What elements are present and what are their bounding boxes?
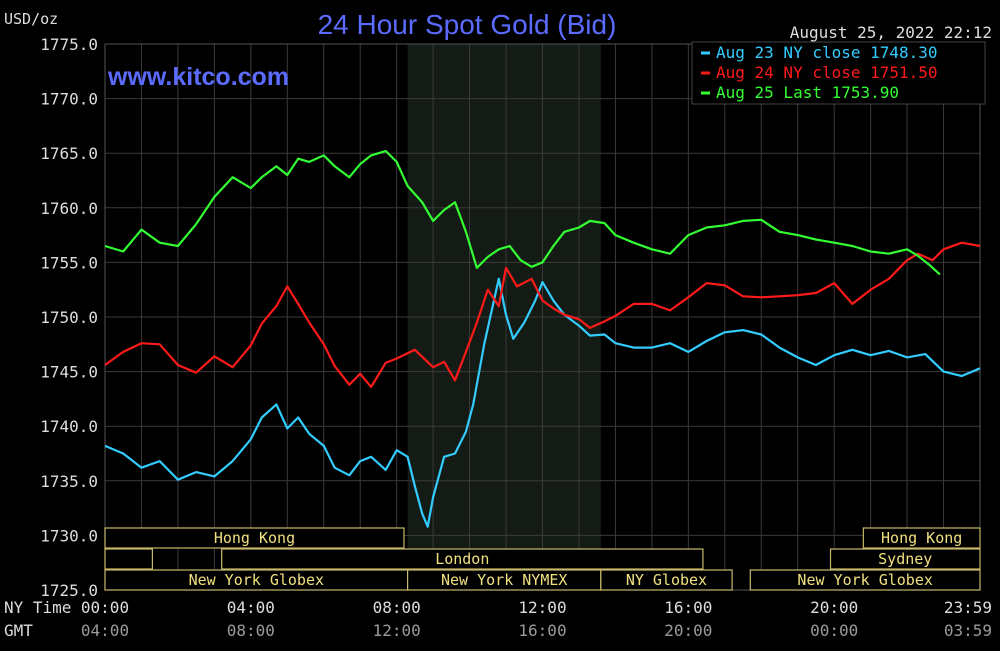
y-tick-label: 1745.0 <box>40 363 98 382</box>
session-bands: Hong Kong Hong Kong London Sydney New York G… <box>104 527 981 591</box>
x-tick-label: 16:00 <box>664 598 712 617</box>
x-tick-label: 08:00 <box>373 598 421 617</box>
y-tick-label: 1775.0 <box>40 35 98 54</box>
x-tick-label: 20:00 <box>810 598 858 617</box>
chart-datetime: August 25, 2022 22:12 <box>790 23 992 42</box>
legend-entry: Aug 24 NY close 1751.50 <box>716 63 938 82</box>
x-tick-label: 12:00 <box>518 598 566 617</box>
y-tick-label: 1740.0 <box>40 417 98 436</box>
y-tick-label: 1760.0 <box>40 199 98 218</box>
price-line <box>104 149 941 276</box>
y-tick-label: 1770.0 <box>40 90 98 109</box>
y-tick-label: 1765.0 <box>40 144 98 163</box>
legend-box <box>691 41 986 105</box>
x-tick-label: 16:00 <box>518 621 566 640</box>
session-band-label: London <box>435 550 489 568</box>
session-band <box>104 527 405 549</box>
grid <box>104 43 981 591</box>
y-tick-label: 1750.0 <box>40 308 98 327</box>
x-tick-label: 23:59 <box>944 598 992 617</box>
session-band-label: Hong Kong <box>214 529 295 547</box>
session-band <box>600 569 733 591</box>
x-tick-label: 12:00 <box>373 621 421 640</box>
x-axis-row-label: GMT <box>4 621 33 640</box>
y-tick-label: 1730.0 <box>40 526 98 545</box>
legend-entry: Aug 25 Last 1753.90 <box>716 83 899 102</box>
session-band-label: New York Globex <box>189 571 324 589</box>
chart-title: 24 Hour Spot Gold (Bid) <box>318 9 617 40</box>
legend-entry: Aug 23 NY close 1748.30 <box>716 43 938 62</box>
x-tick-label: 04:00 <box>227 598 275 617</box>
y-tick-label: 1725.0 <box>40 581 98 600</box>
session-band <box>862 527 981 549</box>
price-line <box>104 241 981 388</box>
x-tick-label: 03:59 <box>944 621 992 640</box>
x-tick-label: 00:00 <box>810 621 858 640</box>
x-tick-label: 04:00 <box>81 621 129 640</box>
session-band-label: NY Globex <box>626 571 707 589</box>
x-axis-row-label: NY Time <box>4 598 71 617</box>
y-axis-labels: 1775.0 1770.0 1765.0 1760.0 1755.0 1750.0 1745… <box>40 35 98 600</box>
y-tick-label: 1735.0 <box>40 472 98 491</box>
x-axis-labels: NY Time 00:00 04:00 08:00 12:00 16:00 20:00 23:… <box>4 598 992 640</box>
y-tick-label: 1755.0 <box>40 253 98 272</box>
session-band-label: Sydney <box>878 550 932 568</box>
watermark: www.kitco.com <box>107 63 289 91</box>
session-band-label: New York NYMEX <box>441 571 567 589</box>
x-tick-label: 08:00 <box>227 621 275 640</box>
x-tick-label: 20:00 <box>664 621 712 640</box>
session-band <box>221 548 704 570</box>
session-band <box>749 569 981 591</box>
session-band-label: Hong Kong <box>881 529 962 547</box>
x-tick-label: 00:00 <box>81 598 129 617</box>
price-series <box>104 149 981 528</box>
session-band <box>829 548 981 570</box>
price-line <box>104 277 981 528</box>
session-band <box>104 548 153 570</box>
y-axis-unit: USD/oz <box>4 10 58 28</box>
session-band-label: New York Globex <box>797 571 932 589</box>
